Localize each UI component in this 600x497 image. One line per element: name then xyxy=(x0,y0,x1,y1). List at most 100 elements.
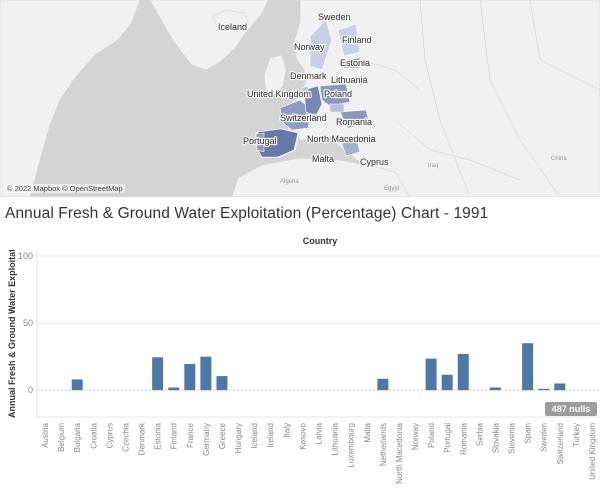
chart-bars[interactable] xyxy=(71,343,566,391)
map-country-greece[interactable] xyxy=(339,135,361,157)
map-label-finland: Finland xyxy=(342,35,372,45)
map-country-netherlands[interactable] xyxy=(301,85,309,97)
map-attribution[interactable]: © 2022 Mapbox © OpenStreetMap xyxy=(5,184,125,193)
bar-sweden[interactable] xyxy=(538,388,550,391)
map-country-switzerland[interactable] xyxy=(305,113,319,123)
x-tick-label: Denmark xyxy=(138,422,147,455)
map-label-switzerland: Switzerland xyxy=(280,113,327,123)
x-tick-label: Hungary xyxy=(234,423,243,453)
x-tick-label: Portugal xyxy=(443,423,452,453)
column-header-label: Country xyxy=(302,236,338,246)
x-tick-label: Norway xyxy=(411,423,420,450)
bar-slovakia[interactable] xyxy=(489,387,501,391)
x-tick-label: Serbia xyxy=(475,422,484,446)
x-tick-label: Czechia xyxy=(121,422,130,451)
map-label-iceland: Iceland xyxy=(218,22,247,32)
x-tick-label: Croatia xyxy=(89,422,98,448)
map-country-germany[interactable] xyxy=(303,85,323,117)
bar-bulgaria[interactable] xyxy=(71,379,83,391)
x-tick-label: Kosovo xyxy=(298,422,307,449)
map-label-north-macedonia: North Macedonia xyxy=(307,134,376,144)
x-tick-label: Sweden xyxy=(540,423,549,452)
x-tick-label: Turkey xyxy=(572,423,581,447)
x-tick-label: Slovenia xyxy=(508,422,517,453)
x-tick-label: Netherlands xyxy=(379,423,388,466)
bar-netherlands[interactable] xyxy=(377,378,389,391)
x-tick-label: Ireland xyxy=(266,423,275,447)
bar-finland[interactable] xyxy=(168,387,180,391)
x-tick-label: Greece xyxy=(218,422,227,449)
map-country-sweden[interactable] xyxy=(309,19,333,71)
map-label-denmark: Denmark xyxy=(290,71,327,81)
x-tick-label: United Kingdom xyxy=(588,423,597,480)
map-label-malta: Malta xyxy=(312,154,334,164)
y-tick-label: 0 xyxy=(28,385,33,395)
british-isles-landmass xyxy=(263,54,287,95)
x-tick-label: Romania xyxy=(459,422,468,455)
map-view[interactable]: Iceland Sweden Norway Finland Estonia De… xyxy=(0,0,600,197)
x-tick-label: Finland xyxy=(170,423,179,449)
map-country-romania[interactable] xyxy=(339,109,371,129)
bar-portugal[interactable] xyxy=(441,374,453,391)
x-axis-labels: Austria Belgium Bulgaria Croatia Cyprus Czech… xyxy=(41,422,597,484)
map-label-romania: Romania xyxy=(336,117,372,127)
map-label-united-kingdom: United Kingdom xyxy=(247,89,311,99)
bar-france[interactable] xyxy=(184,364,196,391)
map-region-iraq: Iraq xyxy=(428,163,438,169)
map-country-estonia[interactable] xyxy=(343,57,361,69)
x-tick-label: Austria xyxy=(41,422,50,447)
map-label-cyprus: Cyprus xyxy=(360,157,389,167)
y-tick-label: 100 xyxy=(18,251,33,261)
y-axis-ticks: 0 50 100 xyxy=(18,251,33,395)
y-tick-label: 50 xyxy=(23,318,33,328)
bar-romania[interactable] xyxy=(457,353,469,391)
x-tick-label: Lithuania xyxy=(331,422,340,455)
north-america-landmass xyxy=(0,0,141,197)
map-region-china: China xyxy=(551,156,567,162)
greenland-landmass xyxy=(149,0,269,71)
bar-estonia[interactable] xyxy=(152,357,164,391)
bar-greece[interactable] xyxy=(216,376,228,391)
x-tick-label: North Macedonia xyxy=(395,422,404,483)
map-label-lithuania: Lithuania xyxy=(331,75,368,85)
x-tick-label: Malta xyxy=(363,422,372,442)
map-country-portugal[interactable] xyxy=(255,132,265,153)
bar-chart[interactable]: 0 50 100 Austria Belgium Bulgaria Croatia Cypr… xyxy=(0,245,600,497)
bar-germany[interactable] xyxy=(200,356,212,391)
x-tick-label: France xyxy=(186,422,195,447)
iceland-landmass xyxy=(211,9,249,31)
x-tick-label: Cyprus xyxy=(105,423,114,448)
map-region-algeria: Algeria xyxy=(280,179,299,185)
x-tick-label: Bulgaria xyxy=(73,422,82,452)
map-label-norway: Norway xyxy=(294,42,325,52)
map-label-estonia: Estonia xyxy=(340,58,370,68)
eurasia-landmass xyxy=(285,0,600,197)
map-canvas[interactable]: Iceland Sweden Norway Finland Estonia De… xyxy=(0,0,600,197)
x-tick-label: Germany xyxy=(202,423,211,456)
x-tick-label: Belgium xyxy=(57,423,66,452)
x-tick-label: Luxembourg xyxy=(347,423,356,467)
x-tick-label: Switzerland xyxy=(556,423,565,464)
chart-gridlines xyxy=(36,250,600,418)
x-tick-label: Latvia xyxy=(315,422,324,444)
map-country-slovakia[interactable] xyxy=(329,103,345,113)
bar-poland[interactable] xyxy=(425,358,437,391)
map-region-egypt: Egypt xyxy=(384,186,400,192)
x-tick-label: Estonia xyxy=(154,422,163,449)
x-tick-label: Poland xyxy=(427,423,436,448)
nulls-indicator[interactable]: 487 nulls xyxy=(545,402,597,416)
x-tick-label: Iceland xyxy=(250,423,259,449)
map-borders xyxy=(359,0,600,197)
bar-spain[interactable] xyxy=(522,343,534,391)
column-header: Country xyxy=(0,236,600,246)
map-label-portugal: Portugal xyxy=(243,136,277,146)
x-tick-label: Spain xyxy=(524,423,533,443)
map-label-sweden: Sweden xyxy=(318,12,351,22)
bar-switzerland[interactable] xyxy=(554,383,566,391)
map-country-france[interactable] xyxy=(279,99,313,131)
africa-landmass xyxy=(231,157,411,197)
chart-title: Annual Fresh & Ground Water Exploitation… xyxy=(5,205,489,222)
x-tick-label: Slovakia xyxy=(491,422,500,453)
x-tick-label: Italy xyxy=(282,423,291,438)
map-country-finland[interactable] xyxy=(337,23,361,57)
